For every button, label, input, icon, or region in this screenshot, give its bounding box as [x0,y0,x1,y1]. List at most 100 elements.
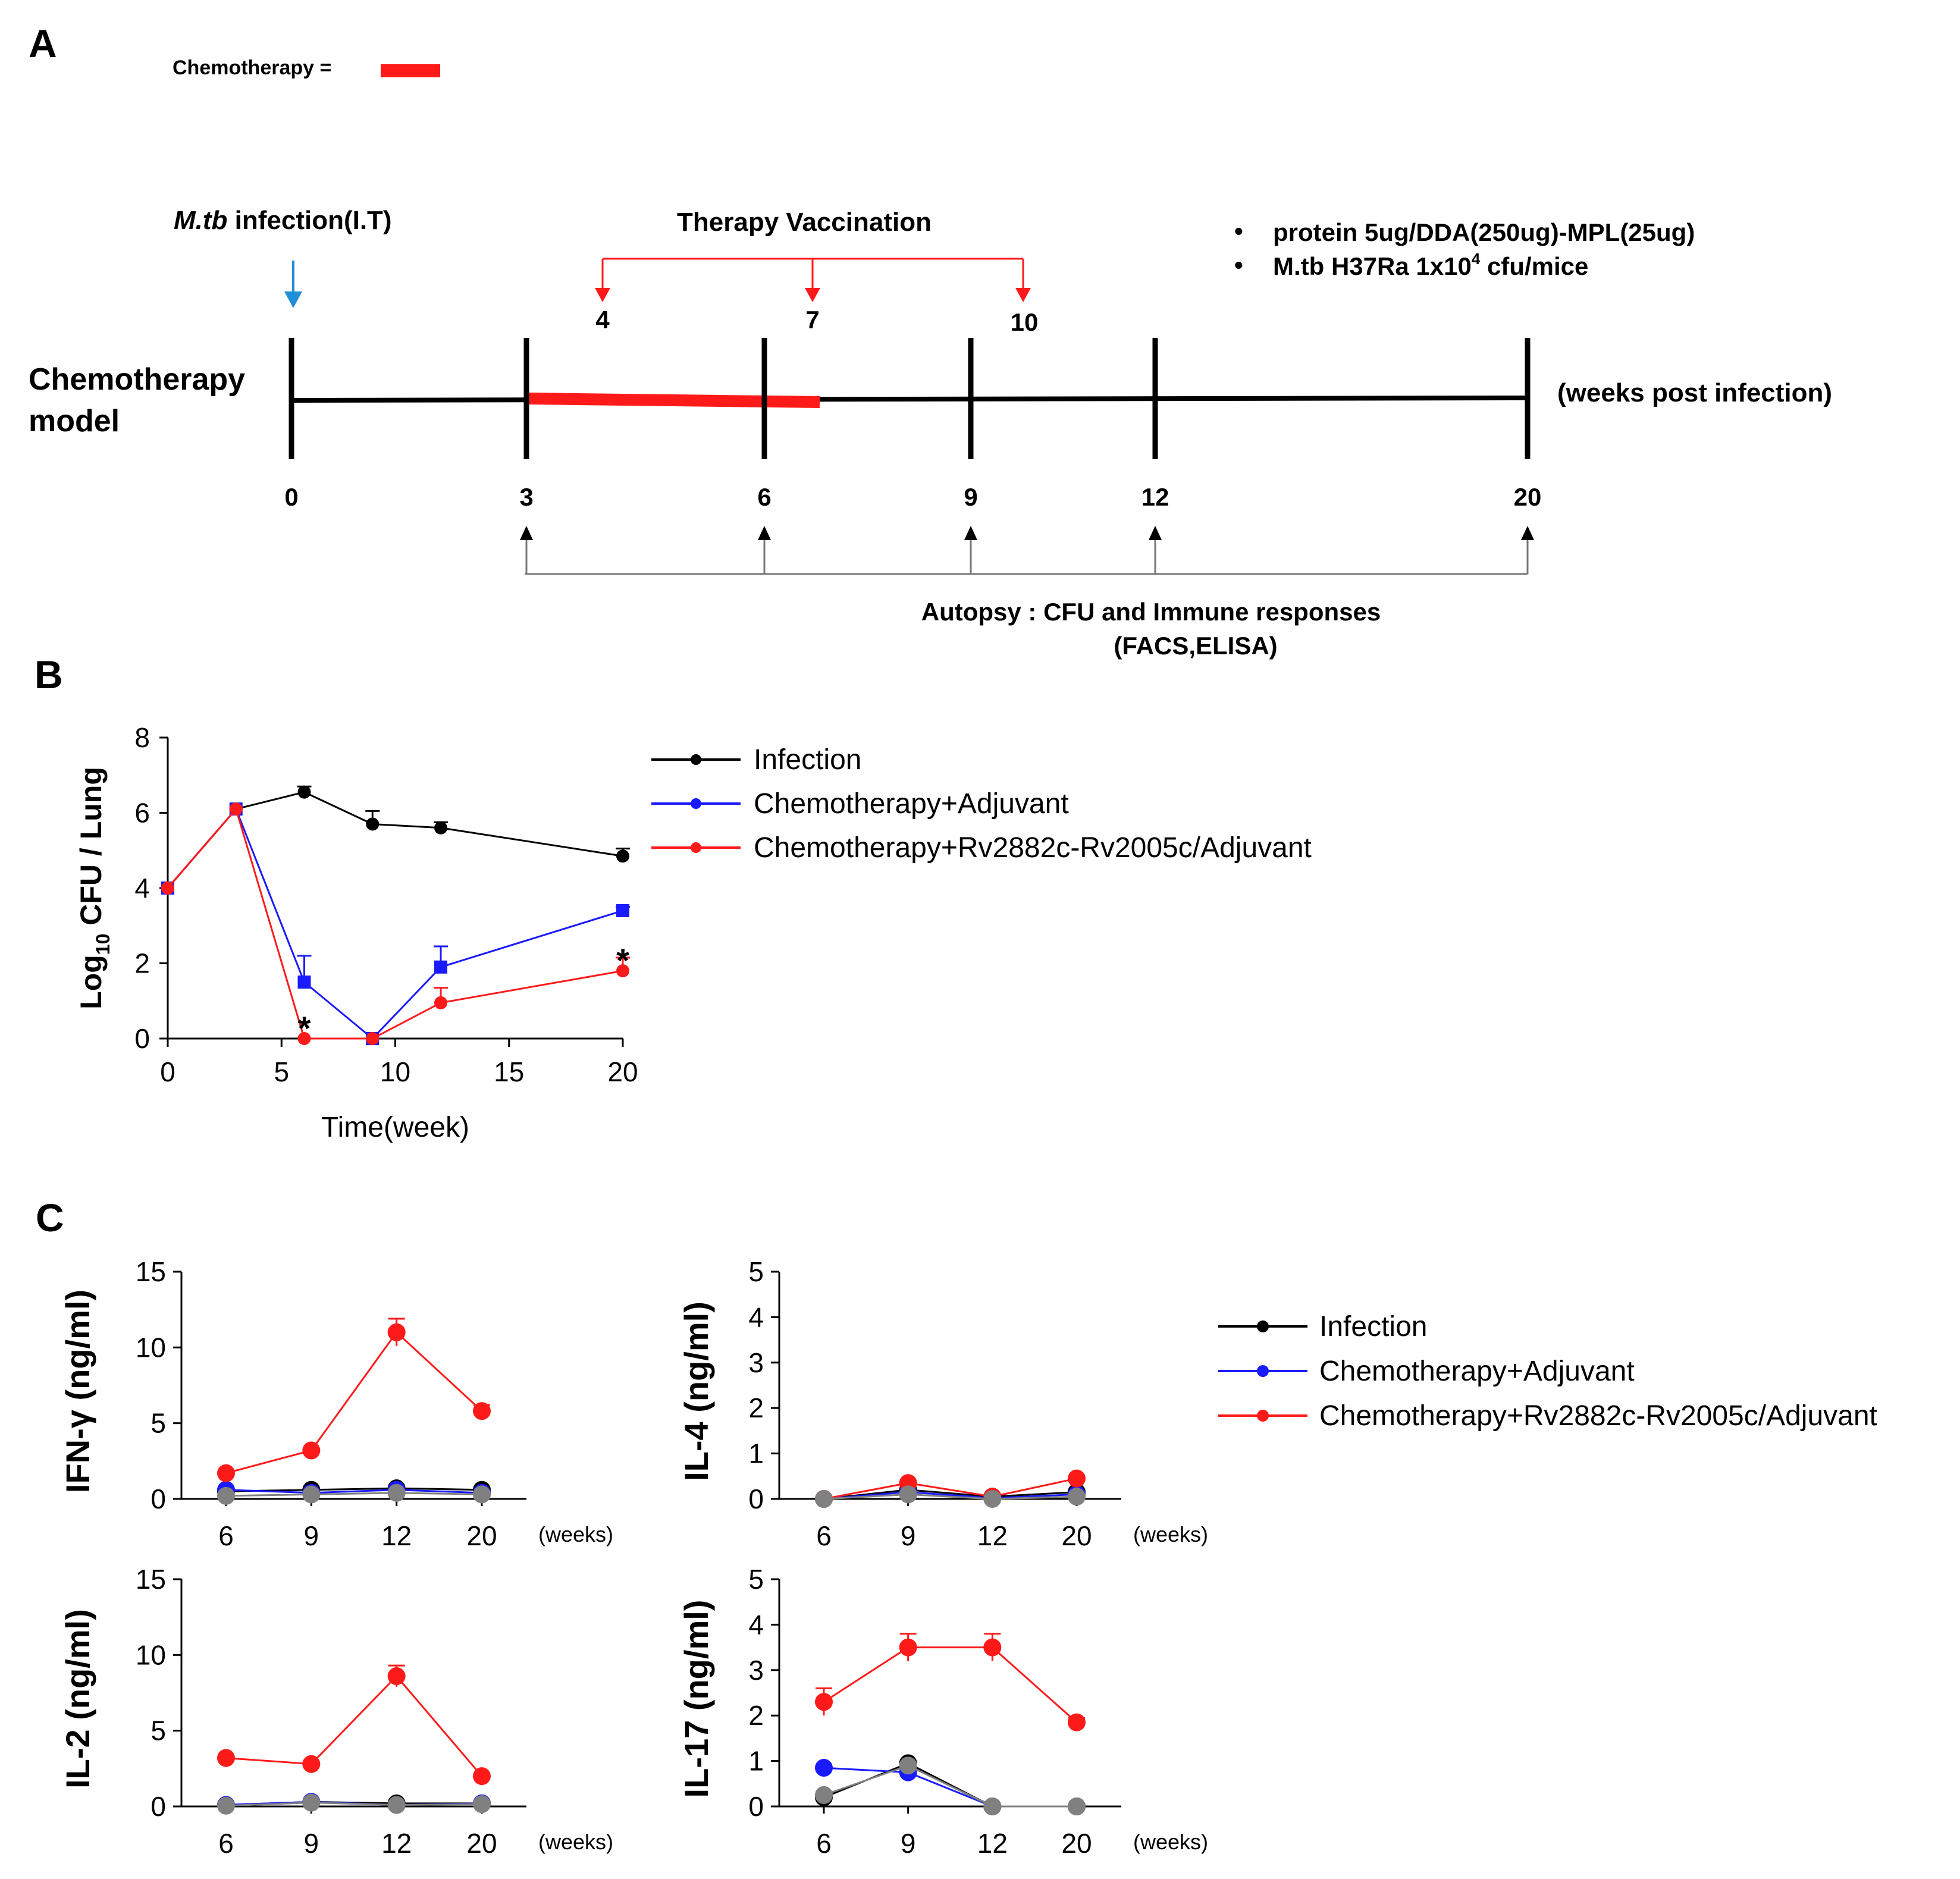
b-legend-marker-1 [691,798,701,809]
c-ifn-series-line-3 [225,1492,482,1497]
infection-label: M.tb infection(I.T) [174,206,392,235]
chart-il2: 0 5 10 15 6 9 12 20 (weeks) IL-2 (ng/ml) [59,1564,613,1859]
b-legend-label-0: Infection [754,744,861,776]
b-y-label: Log10 CFU / Lung [74,767,114,1009]
b-point-2-0 [161,882,174,895]
timeline-label-20: 20 [1514,483,1542,511]
b-ytick-label-2: 2 [134,948,150,979]
panel-a-timeline: A Chemotherapy = M.tb infection(I.T) The… [29,21,1832,660]
b-series-line-1 [167,807,623,1040]
b-legend-marker-2 [691,842,701,853]
c-ifn-point-2-0 [217,1464,235,1482]
panel-a-letter: A [29,21,57,65]
note-bullet-2: • [1234,251,1243,279]
b-ytick-label-6: 6 [134,798,150,829]
b-point-2-2 [297,1032,311,1045]
c-il2-ytick-label-0: 0 [150,1791,166,1822]
c-ifn-y-label: IFN-γ (ng/ml) [59,1290,96,1493]
c-il2-series-line-3 [225,1802,482,1807]
c-ifn-x-unit: (weeks) [538,1522,613,1547]
c-il2-x-unit: (weeks) [538,1830,613,1854]
c-ifn-point-2-3 [473,1402,491,1420]
c-ifn-xtick-label-9: 9 [304,1520,319,1551]
timeline-label-12: 12 [1141,483,1169,511]
b-point-0-5 [616,849,629,863]
chemo-legend-swatch [381,64,440,77]
c-il2-point-3-1 [302,1793,321,1812]
c-il4-series-line-1 [823,1491,1077,1500]
b-point-2-3 [366,1032,380,1045]
timeline-label-3: 3 [519,483,533,511]
c-ifn-point-3-1 [302,1485,321,1504]
c-il17-point-2-3 [1068,1713,1086,1731]
c-il2-xtick-label-20: 20 [466,1828,497,1859]
autopsy-arrowhead-9 [964,526,977,540]
c-il2-point-3-2 [387,1796,406,1814]
autopsy-arrowhead-20 [1521,526,1534,540]
timeline-axis-note: (weeks post infection) [1557,378,1832,407]
c-il17-series-line-1 [823,1767,1077,1808]
c-il4-series-line-2 [823,1478,1077,1500]
c-il2-ytick-label-5: 5 [150,1715,166,1746]
c-il4-xtick-label-12: 12 [977,1520,1008,1551]
b-point-1-5 [616,904,629,917]
c-il17-point-2-0 [815,1693,833,1711]
c-ifn-ytick-label-15: 15 [136,1256,166,1287]
c-il4-xtick-label-6: 6 [816,1520,832,1551]
c-il4-series-3 [815,1485,1086,1508]
c-il17-series-line-3 [823,1764,1077,1808]
b-point-1-4 [434,960,447,974]
c-il4-ytick-label-5: 5 [748,1256,764,1287]
b-point-0-3 [366,817,380,831]
b-legend-label-2: Chemotherapy+Rv2882c-Rv2005c/Adjuvant [754,832,1312,864]
c-il17-ytick-label-1: 1 [748,1746,764,1777]
autopsy-arrowhead-6 [758,526,771,540]
c-il4-ytick-label-4: 4 [748,1301,764,1332]
c-il4-ytick-label-0: 0 [748,1483,764,1514]
b-series-2 [161,802,630,1045]
c-il4-y-label: IL-4 (ng/ml) [678,1301,715,1481]
c-legend-marker-0 [1257,1320,1269,1332]
panel-c-letter: C [36,1196,64,1240]
infection-arrow [284,261,302,308]
c-il2-ytick-label-15: 15 [136,1564,166,1595]
panel-b-letter: B [35,653,63,697]
b-point-2-1 [229,802,243,816]
vaccination-bracket [595,258,1031,302]
chemo-period-bar [526,393,820,408]
c-il4-point-2-3 [1068,1469,1086,1488]
c-il17-ytick-label-2: 2 [748,1700,764,1731]
model-label-line2: model [29,404,120,438]
c-ifn-point-3-0 [217,1486,235,1505]
c-il2-point-2-2 [387,1667,406,1685]
c-il17-ytick-label-0: 0 [748,1791,764,1822]
c-legend-label-2: Chemotherapy+Rv2882c-Rv2005c/Adjuvant [1319,1400,1877,1432]
timeline-label-0: 0 [284,483,298,511]
c-il2-series-line-2 [225,1674,483,1777]
c-il17-point-2-1 [899,1638,917,1657]
c-ifn-xtick-label-12: 12 [381,1520,412,1551]
c-il17-x-unit: (weeks) [1133,1830,1208,1854]
c-ifn-ytick-label-5: 5 [150,1408,166,1439]
c-ifn-xtick-label-6: 6 [218,1520,234,1551]
c-ifn-series-2 [217,1318,491,1482]
c-il2-point-2-1 [302,1755,321,1773]
autopsy-label-line1: Autopsy : CFU and Immune responses [921,598,1381,626]
b-point-0-4 [434,821,447,835]
c-il17-xtick-label-12: 12 [977,1828,1008,1859]
timeline-axis [291,396,1531,403]
autopsy-bracket [520,526,1534,575]
legend-panel-c: Infection Chemotherapy+Adjuvant Chemothera… [1218,1311,1877,1432]
c-ifn-point-2-1 [302,1441,321,1460]
c-il2-ytick-label-10: 10 [136,1639,166,1670]
b-xtick-label-10: 10 [380,1056,410,1087]
c-il17-point-3-2 [983,1798,1002,1815]
c-il4-xtick-label-20: 20 [1061,1520,1092,1551]
c-il4-x-unit: (weeks) [1133,1522,1208,1547]
c-ifn-series-line-2 [225,1331,483,1475]
c-ifn-ytick-label-0: 0 [150,1483,166,1514]
c-il4-point-3-0 [815,1490,833,1508]
c-il2-y-label: IL-2 (ng/ml) [59,1609,96,1789]
